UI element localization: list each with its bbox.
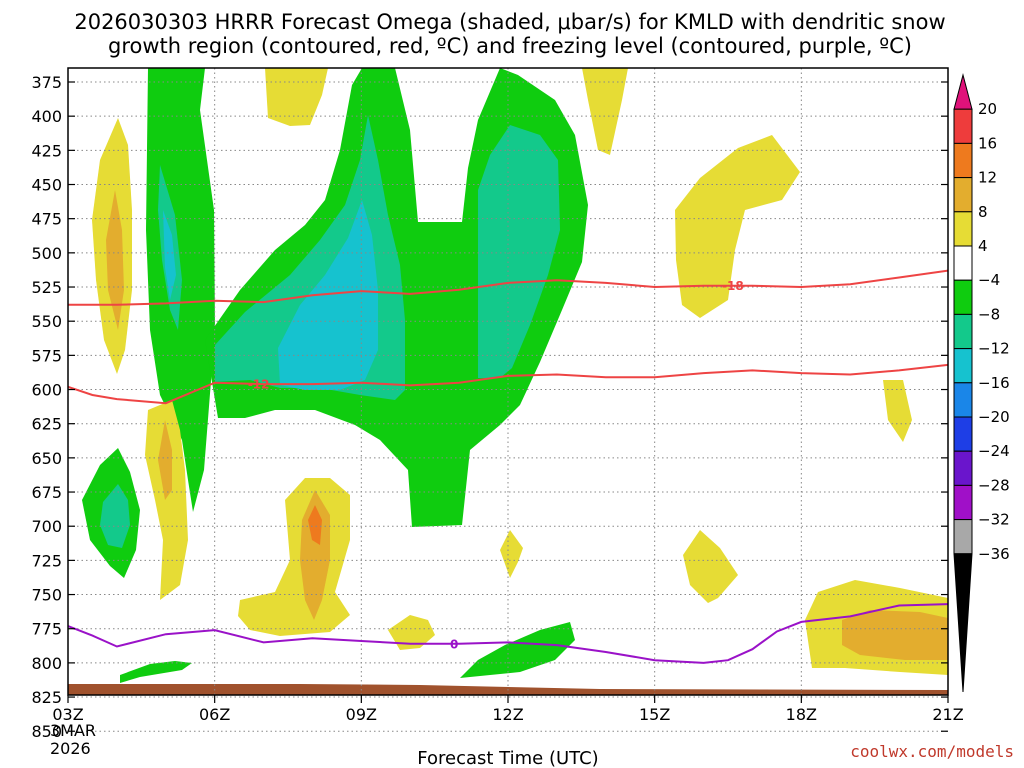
- contour-dgz-minus-18: [68, 269, 948, 306]
- colorbar-cap-top: [953, 73, 973, 110]
- omega-shade-gold-mid-west: [158, 420, 172, 500]
- x-tick-label: 15Z: [639, 705, 670, 724]
- colorbar-segment: [953, 348, 973, 384]
- omega-shade-teal-small: [100, 484, 130, 548]
- omega-shade-green-low-mid: [460, 622, 575, 678]
- colorbar-label: 8: [978, 203, 988, 221]
- y-axis: 375 400 425 450 475 500 525 550 575 600 625 650 675 7…: [31, 73, 948, 741]
- omega-shade-green-low-left: [120, 661, 192, 683]
- x-tick-label: 09Z: [346, 705, 377, 724]
- omega-shade-gold-lower-mid: [300, 490, 330, 620]
- y-tick-label: 550: [31, 312, 62, 331]
- omega-shade-yellow-small-a: [388, 615, 435, 650]
- y-tick-label: 750: [31, 586, 62, 605]
- colorbar-segment: [953, 313, 973, 350]
- y-tick-label: 775: [31, 620, 62, 639]
- omega-shade-yellow-lower-mid: [238, 478, 350, 636]
- colorbar-segment: [953, 279, 973, 315]
- y-tick-label: 375: [31, 73, 62, 92]
- colorbar-label: −20: [978, 408, 1010, 426]
- y-tick-label: 800: [31, 654, 62, 673]
- grid-lines: [68, 68, 948, 732]
- y-tick-label: 450: [31, 176, 62, 195]
- colorbar: 20 16 12 8 4 −4 −8 −12 −16 −20 −24 −28 −32 −36: [953, 73, 1010, 693]
- omega-shade-yellow-far-right-small: [883, 380, 912, 442]
- y-tick-label: 625: [31, 415, 62, 434]
- colorbar-label: 4: [978, 237, 988, 255]
- omega-shade-yellow-right-upper: [675, 135, 800, 318]
- omega-shade-gold-far-right-low: [842, 610, 948, 660]
- colorbar-segment: [953, 382, 973, 418]
- x-tick-label: 12Z: [492, 705, 523, 724]
- colorbar-segment: [953, 245, 973, 281]
- y-tick-label: 475: [31, 210, 62, 229]
- omega-shade-yellow-topright: [582, 68, 628, 155]
- y-tick-label: 850: [31, 722, 62, 741]
- contour-label-freezing-level-0: 0: [450, 637, 458, 651]
- contour-freezing-level-0: [68, 603, 948, 664]
- colorbar-label: 12: [978, 169, 997, 187]
- y-tick-label: 500: [31, 244, 62, 263]
- y-tick-label: 425: [31, 141, 62, 160]
- x-date-line1: 3MAR: [50, 721, 96, 740]
- omega-shade-yellow-small-b: [500, 530, 523, 578]
- colorbar-label: −12: [978, 340, 1010, 358]
- colorbar-segment: [953, 211, 973, 247]
- colorbar-segment: [953, 416, 973, 452]
- credit-text[interactable]: coolwx.com/models: [850, 742, 1014, 761]
- omega-shade-cyan-west: [163, 210, 176, 300]
- x-tick-label: 21Z: [932, 705, 963, 724]
- y-tick-label: 400: [31, 107, 62, 126]
- omega-shade-cyan-central: [278, 200, 378, 390]
- colorbar-segment: [953, 519, 973, 555]
- y-tick-label: 600: [31, 381, 62, 400]
- chart-title-line1: 2026030303 HRRR Forecast Omega (shaded, …: [74, 10, 945, 34]
- y-tick-label: 650: [31, 449, 62, 468]
- colorbar-label: −8: [978, 305, 1000, 323]
- x-tick-label: 06Z: [199, 705, 230, 724]
- colorbar-label: 16: [978, 134, 997, 152]
- contour-label-dgz-minus-12: -12: [248, 377, 270, 391]
- omega-shade-teal-east: [478, 125, 560, 378]
- contour-label-dgz-minus-18: -18: [722, 279, 744, 293]
- chart-title-line2: growth region (contoured, red, ºC) and f…: [108, 34, 912, 58]
- colorbar-label: −16: [978, 374, 1010, 392]
- omega-shade-gold-far-west: [106, 190, 124, 330]
- omega-shading: [68, 68, 948, 695]
- colorbar-label: −4: [978, 271, 1000, 289]
- omega-shade-yellow-mid-west: [145, 400, 188, 600]
- colorbar-label: 20: [978, 100, 997, 118]
- x-tick-label: 03Z: [52, 705, 83, 724]
- colorbar-segment: [953, 484, 973, 521]
- colorbar-segment: [953, 177, 973, 213]
- colorbar-label: −24: [978, 442, 1010, 460]
- y-tick-label: 675: [31, 483, 62, 502]
- contour-dgz-minus-12: [68, 363, 948, 405]
- colorbar-label: −32: [978, 511, 1010, 529]
- x-tick-label: 18Z: [786, 705, 817, 724]
- y-tick-label: 725: [31, 551, 62, 570]
- omega-shade-yellow-top: [265, 68, 328, 126]
- y-tick-label: 825: [31, 688, 62, 707]
- x-axis-label: Forecast Time (UTC): [417, 748, 598, 768]
- colorbar-segment: [953, 142, 973, 179]
- x-axis: 03Z 06Z 09Z 12Z 15Z 18Z 21Z: [52, 695, 964, 724]
- colorbar-cap-bottom: [953, 553, 973, 693]
- colorbar-segment: [953, 450, 973, 486]
- colorbar-label: −36: [978, 545, 1010, 563]
- contour-lines: -18 -12 0: [68, 269, 948, 664]
- x-date-line2: 2026: [50, 739, 91, 758]
- colorbar-label: −28: [978, 476, 1010, 494]
- colorbar-segment: [953, 108, 973, 144]
- y-tick-label: 700: [31, 517, 62, 536]
- y-tick-label: 575: [31, 346, 62, 365]
- omega-shade-yellow-right-mid: [683, 530, 738, 603]
- omega-shade-orange-max: [308, 505, 322, 545]
- y-tick-label: 525: [31, 278, 62, 297]
